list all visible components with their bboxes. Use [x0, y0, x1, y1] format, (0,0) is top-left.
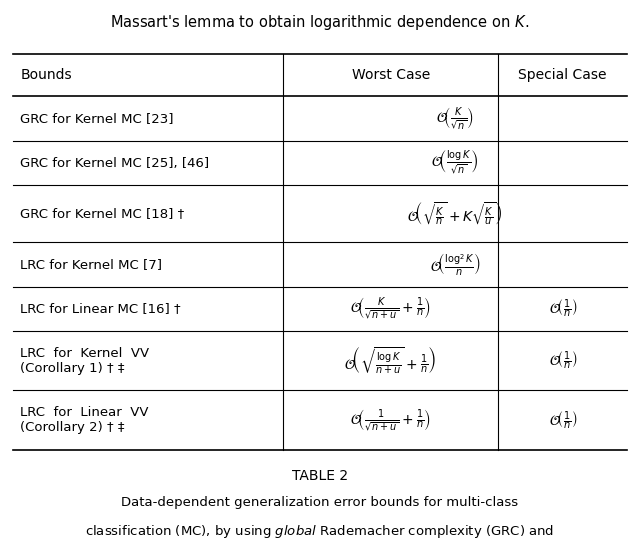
Text: $\mathcal{O}\!\left(\frac{\log K}{\sqrt{n}}\right)$: $\mathcal{O}\!\left(\frac{\log K}{\sqrt{… — [431, 149, 479, 177]
Text: TABLE 2: TABLE 2 — [292, 469, 348, 483]
Text: Data-dependent generalization error bounds for multi-class: Data-dependent generalization error boun… — [122, 496, 518, 509]
Text: Special Case: Special Case — [518, 68, 607, 82]
Text: $\mathcal{O}\!\left(\frac{K}{\sqrt{n+u}} + \frac{1}{n}\right)$: $\mathcal{O}\!\left(\frac{K}{\sqrt{n+u}}… — [350, 295, 431, 322]
Text: classification (MC), by using $\it{global}$ Rademacher complexity (GRC) and: classification (MC), by using $\it{globa… — [85, 523, 555, 539]
Text: Massart's lemma to obtain logarithmic dependence on $K$.: Massart's lemma to obtain logarithmic de… — [110, 13, 530, 32]
Text: $\mathcal{O}\!\left(\frac{1}{n}\right)$: $\mathcal{O}\!\left(\frac{1}{n}\right)$ — [548, 298, 577, 320]
Text: $\mathcal{O}\!\left(\frac{\log^2 K}{n}\right)$: $\mathcal{O}\!\left(\frac{\log^2 K}{n}\r… — [429, 251, 481, 278]
Text: LRC  for  Kernel  VV
(Corollary 1) † ‡: LRC for Kernel VV (Corollary 1) † ‡ — [20, 347, 150, 375]
Text: $\mathcal{O}\!\left(\frac{K}{\sqrt{n}}\right)$: $\mathcal{O}\!\left(\frac{K}{\sqrt{n}}\r… — [436, 105, 474, 132]
Text: $\mathcal{O}\!\left(\sqrt{\frac{\log K}{n+u}} + \frac{1}{n}\right)$: $\mathcal{O}\!\left(\sqrt{\frac{\log K}{… — [344, 345, 437, 376]
Text: $\mathcal{O}\!\left(\frac{1}{\sqrt{n+u}} + \frac{1}{n}\right)$: $\mathcal{O}\!\left(\frac{1}{\sqrt{n+u}}… — [350, 406, 431, 434]
Text: LRC  for  Linear  VV
(Corollary 2) † ‡: LRC for Linear VV (Corollary 2) † ‡ — [20, 406, 149, 434]
Text: Bounds: Bounds — [20, 68, 72, 82]
Text: $\mathcal{O}\!\left(\sqrt{\frac{K}{n}} + K\sqrt{\frac{K}{u}}\right)$: $\mathcal{O}\!\left(\sqrt{\frac{K}{n}} +… — [407, 201, 503, 227]
Text: LRC for Linear MC [16] †: LRC for Linear MC [16] † — [20, 302, 181, 315]
Text: GRC for Kernel MC [18] †: GRC for Kernel MC [18] † — [20, 207, 185, 220]
Text: $\mathcal{O}\!\left(\frac{1}{n}\right)$: $\mathcal{O}\!\left(\frac{1}{n}\right)$ — [548, 349, 577, 372]
Text: GRC for Kernel MC [23]: GRC for Kernel MC [23] — [20, 112, 174, 125]
Text: $\mathcal{O}\!\left(\frac{1}{n}\right)$: $\mathcal{O}\!\left(\frac{1}{n}\right)$ — [548, 409, 577, 432]
Text: Worst Case: Worst Case — [351, 68, 430, 82]
Text: GRC for Kernel MC [25], [46]: GRC for Kernel MC [25], [46] — [20, 156, 210, 170]
Text: LRC for Kernel MC [7]: LRC for Kernel MC [7] — [20, 258, 163, 271]
